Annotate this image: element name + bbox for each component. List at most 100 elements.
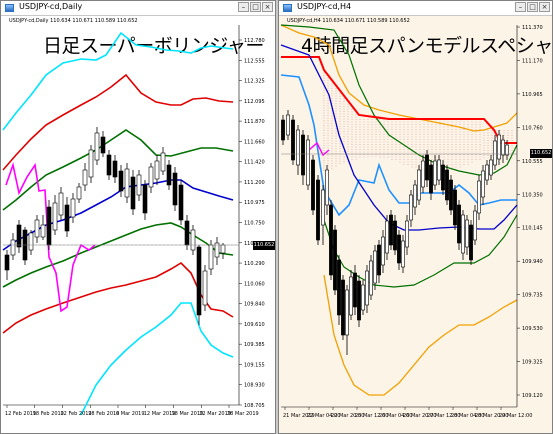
h4-candle-body (449, 179, 453, 211)
h4-candle-body (306, 139, 310, 186)
daily-current-price-label: 110.652 (253, 241, 275, 250)
daily-candle-body (142, 184, 148, 214)
minimize-button[interactable]: – (238, 2, 249, 12)
h4-candle-body (286, 114, 290, 136)
h4-red-span-line (281, 56, 517, 144)
h4-candle-body (389, 214, 393, 246)
price-tick-label: 110.060 (244, 281, 265, 287)
daily-chart-window[interactable]: USDJPY-cd,Daily – □ × USDJPY-cd,Daily 11… (0, 0, 276, 434)
daily-candle-body (76, 186, 82, 200)
h4-candle-body (296, 129, 300, 166)
time-tick-label: 22 Mar 20:00 (331, 413, 364, 419)
h4-candle-body (481, 170, 485, 198)
time-tick-label: 28 Mar 04:00 (451, 413, 484, 419)
h4-candle-body (461, 214, 465, 254)
h4-candle-body (421, 160, 425, 188)
h4-candle-body (493, 140, 497, 166)
h4-candle-body (369, 260, 373, 296)
daily-candle-body (214, 242, 220, 258)
price-tick-label: 111.420 (244, 160, 265, 166)
h4-candle-body (357, 280, 361, 321)
h4-candle-body (465, 219, 469, 248)
daily-candlesticks (4, 127, 226, 325)
price-tick-label: 109.155 (244, 362, 265, 368)
time-tick-label: 27 Mar 12:00 (427, 413, 460, 419)
h4-candle-body (485, 164, 489, 181)
h4-candle-body (385, 220, 389, 254)
price-tick-label: 109.120 (522, 393, 543, 399)
h4-candle-body (393, 220, 397, 251)
h4-chart-window[interactable]: USDJPY-cd,H4 – □ × USDJPY-cd,H4 110.634 … (278, 0, 553, 434)
price-tick-label: 111.200 (244, 180, 265, 186)
price-tick-label: 109.940 (522, 259, 543, 265)
time-tick-label: 28 Mar 20:00 (475, 413, 508, 419)
maximize-button[interactable]: □ (250, 2, 261, 12)
h4-candle-body (405, 220, 409, 248)
maximize-button[interactable]: □ (527, 2, 538, 12)
daily-window-titlebar[interactable]: USDJPY-cd,Daily – □ × (1, 1, 275, 16)
chart-window-icon (5, 4, 14, 12)
price-tick-label: 110.145 (522, 226, 543, 232)
daily-candle-body (94, 132, 100, 161)
minimize-button[interactable]: – (515, 2, 526, 12)
daily-candle-body (64, 204, 70, 232)
daily-candle-body (46, 206, 52, 246)
price-tick-label: 108.930 (244, 383, 265, 389)
h4-candle-body (321, 189, 325, 226)
price-tick-label: 110.555 (522, 159, 543, 165)
h4-candle-body (425, 154, 429, 181)
h4-candle-body (469, 224, 473, 261)
daily-candle-body (70, 198, 76, 218)
h4-orange-upper-band (280, 24, 518, 132)
time-tick-label: 22 Feb 2019 (61, 411, 92, 417)
h4-candle-body (365, 270, 369, 306)
daily-bb-mid-line (2, 179, 234, 251)
h4-candle-body (381, 236, 385, 266)
daily-candle-body (220, 244, 226, 254)
daily-candle-body (148, 166, 154, 188)
h4-blue-span-line (280, 74, 517, 217)
h4-candle-body (409, 194, 413, 221)
time-tick-label: 25 Mar 12:00 (355, 413, 388, 419)
close-button[interactable]: × (262, 2, 273, 12)
h4-candle-body (445, 169, 449, 201)
daily-bb-lower1-line (2, 222, 234, 288)
daily-candle-body (100, 136, 106, 154)
time-tick-label: 18 Feb 2019 (33, 411, 64, 417)
h4-window-titlebar[interactable]: USDJPY-cd,H4 – □ × (279, 1, 552, 16)
daily-candle-body (88, 149, 94, 178)
daily-candle-body (118, 170, 124, 192)
price-tick-label: 109.840 (244, 302, 265, 308)
time-tick-label: 22 Mar 2019 (199, 411, 231, 417)
daily-candle-body (196, 246, 202, 316)
close-button[interactable]: × (539, 2, 550, 12)
time-tick-label: 26 Mar 04:00 (379, 413, 412, 419)
daily-candle-body (124, 168, 130, 198)
h4-current-price-label: 110.652 (530, 149, 552, 158)
h4-candle-body (477, 180, 481, 214)
daily-candle-body (208, 244, 214, 270)
price-tick-label: 110.750 (244, 221, 265, 227)
h4-window-title: USDJPY-cd,H4 (297, 2, 352, 11)
h4-price-axis: 111.370 111.170 110.965 110.760 110.555 110.3… (517, 25, 543, 399)
h4-plot-area[interactable]: 111.370 111.170 110.965 110.760 110.555 110.3… (279, 15, 552, 433)
time-tick-label: 28 Feb 2019 (88, 411, 119, 417)
h4-green-upper-line (280, 24, 518, 176)
price-tick-label: 110.290 (244, 261, 265, 267)
h4-candle-body (329, 204, 333, 276)
daily-candle-body (16, 224, 22, 248)
h4-chart-title: 4時間足スパンモデルスペシャル (301, 35, 553, 57)
h4-candle-body (361, 284, 365, 311)
daily-plot-area[interactable]: 112.780 112.555 112.325 112.095 111.870 111.6… (1, 15, 275, 433)
h4-candle-body (417, 169, 421, 201)
h4-candle-body (397, 234, 401, 264)
h4-candle-body (337, 259, 341, 316)
daily-bb-lower3-line (80, 302, 234, 416)
h4-lagging-span-line (308, 141, 330, 157)
daily-chart-title: 日足スーパーボリンジャー (43, 35, 264, 57)
daily-candle-body (136, 174, 142, 196)
h4-candle-body (311, 159, 315, 211)
h4-candle-body (349, 276, 353, 316)
h4-symbol-info: USDJPY-cd,H4 110.634 110.671 110.589 110… (287, 18, 410, 24)
daily-candle-body (178, 184, 184, 221)
